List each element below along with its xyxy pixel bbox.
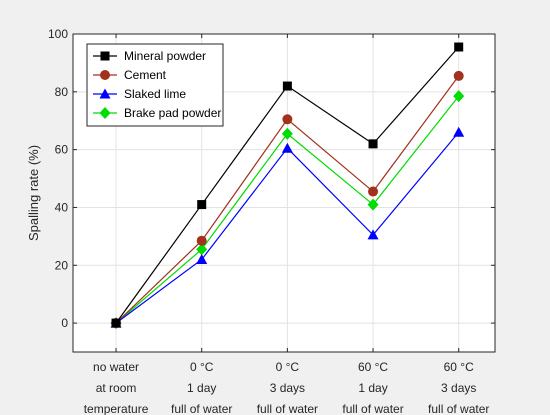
y-tick-label: 60 <box>55 143 69 157</box>
x-tick-label-line: temperature <box>84 402 149 415</box>
data-point-mineral-powder <box>282 81 292 91</box>
data-point-cement <box>282 114 293 125</box>
x-tick-label-line: no water <box>93 360 139 374</box>
x-tick-label: 0 °C 3 days full of water <box>257 360 318 415</box>
legend-label-cement: Cement <box>124 68 167 82</box>
axes-box <box>72 33 496 353</box>
data-point-mineral-powder <box>368 139 378 149</box>
y-tick-label: 0 <box>61 316 68 330</box>
x-tick-label-line: 3 days <box>441 381 476 395</box>
x-tick-label-line: 3 days <box>270 381 305 395</box>
legend-label-mineral-powder: Mineral powder <box>124 49 206 63</box>
y-tick-label: 100 <box>48 27 68 41</box>
data-point-cement <box>196 235 207 246</box>
x-tick-label-line: 0 °C <box>190 360 214 374</box>
data-point-slaked-lime <box>453 126 465 137</box>
x-tick-label: 0 °C 1 day full of water <box>171 360 232 415</box>
data-point-cement <box>368 186 379 197</box>
x-tick-label: 60 °C 1 day full of water <box>342 360 403 415</box>
y-axis-title: Spalling rate (%) <box>26 145 41 241</box>
data-point-slaked-lime <box>367 229 379 240</box>
data-point-mineral-powder <box>111 318 121 328</box>
legend-label-slaked-lime: Slaked lime <box>124 87 186 101</box>
x-tick-label-line: 60 °C <box>358 360 388 374</box>
x-tick-label: no water at room temperature <box>84 360 149 415</box>
x-tick-label: 60 °C 3 days full of water <box>428 360 489 415</box>
legend-marker-mineral-powder <box>100 51 110 61</box>
y-tick-label: 40 <box>55 200 69 214</box>
data-point-cement <box>453 70 464 81</box>
x-tick-label-line: at room <box>96 381 137 395</box>
data-point-slaked-lime <box>281 142 293 153</box>
x-tick-label-line: 1 day <box>187 381 216 395</box>
x-tick-label-line: full of water <box>342 402 403 415</box>
x-tick-label-line: 1 day <box>358 381 387 395</box>
data-point-brake-pad-powder <box>367 198 379 211</box>
data-point-brake-pad-powder <box>453 90 465 103</box>
data-point-slaked-lime <box>196 253 208 264</box>
legend-label-brake-pad-powder: Brake pad powder <box>124 106 221 120</box>
data-point-mineral-powder <box>197 200 207 210</box>
data-point-mineral-powder <box>454 42 464 52</box>
legend-marker-brake-pad-powder <box>99 107 111 119</box>
data-point-brake-pad-powder <box>196 243 208 256</box>
y-tick-label: 20 <box>55 258 69 272</box>
x-tick-label-line: full of water <box>171 402 232 415</box>
legend-marker-slaked-lime <box>99 88 111 99</box>
data-point-brake-pad-powder <box>281 127 293 140</box>
x-tick-label-line: full of water <box>428 402 489 415</box>
x-tick-label-line: full of water <box>257 402 318 415</box>
x-tick-label-line: 60 °C <box>444 360 474 374</box>
legend-marker-cement <box>100 70 110 80</box>
y-tick-label: 80 <box>55 85 69 99</box>
x-tick-label-line: 0 °C <box>276 360 300 374</box>
